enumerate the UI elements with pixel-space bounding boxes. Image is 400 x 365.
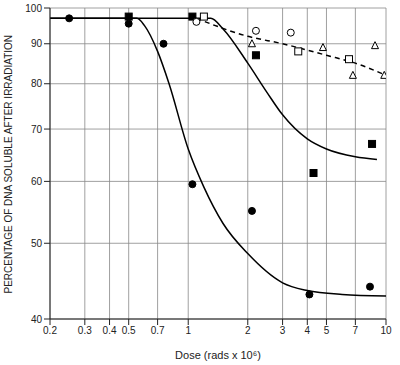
svg-text:40: 40 bbox=[31, 314, 43, 325]
svg-text:70: 70 bbox=[31, 124, 43, 135]
svg-text:0.2: 0.2 bbox=[43, 325, 57, 336]
svg-text:90: 90 bbox=[31, 38, 43, 49]
svg-text:100: 100 bbox=[25, 3, 42, 14]
svg-text:Dose (rads x 10⁶): Dose (rads x 10⁶) bbox=[175, 349, 261, 361]
svg-text:0.3: 0.3 bbox=[78, 325, 92, 336]
svg-text:80: 80 bbox=[31, 78, 43, 89]
svg-text:0.4: 0.4 bbox=[103, 325, 117, 336]
svg-text:2: 2 bbox=[245, 325, 251, 336]
svg-text:4: 4 bbox=[305, 325, 311, 336]
svg-text:60: 60 bbox=[31, 176, 43, 187]
svg-text:0.5: 0.5 bbox=[122, 325, 136, 336]
svg-text:PERCENTAGE OF DNA SOLUBLE AFTE: PERCENTAGE OF DNA SOLUBLE AFTER IRRADIAT… bbox=[8, 35, 14, 294]
svg-text:3: 3 bbox=[280, 325, 286, 336]
svg-text:10: 10 bbox=[380, 325, 392, 336]
svg-text:1: 1 bbox=[185, 325, 191, 336]
svg-text:7: 7 bbox=[353, 325, 359, 336]
svg-text:5: 5 bbox=[324, 325, 330, 336]
svg-text:0.7: 0.7 bbox=[151, 325, 165, 336]
svg-text:50: 50 bbox=[31, 238, 43, 249]
